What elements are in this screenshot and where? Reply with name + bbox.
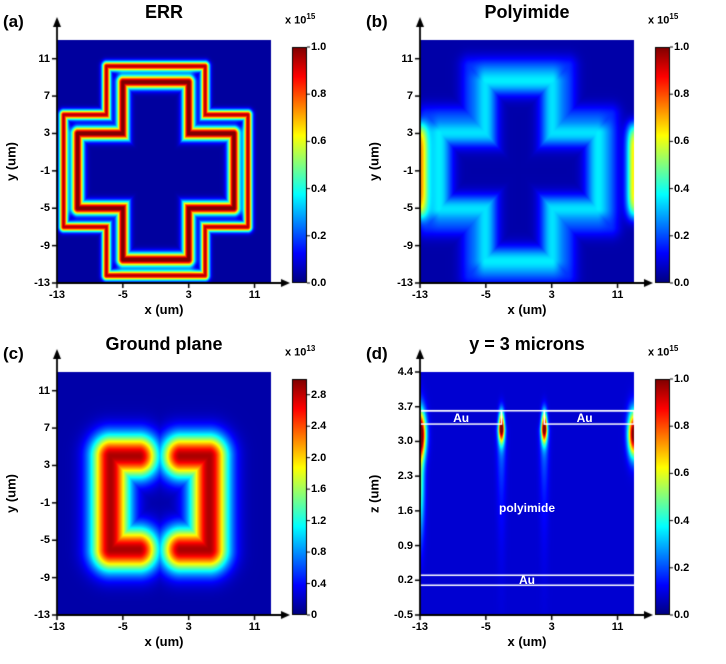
x-axis-label: x (um) xyxy=(144,634,184,649)
panel-title-c: Ground plane xyxy=(105,334,223,354)
colorbar-scale-prefix: x 10 xyxy=(648,14,670,27)
colorbar-scale-prefix: x 10 xyxy=(285,14,307,27)
x-axis-label: x (um) xyxy=(507,302,547,317)
panel-c-heatmap-canvas xyxy=(0,332,363,664)
panel-a: (a) ERR x (um) y (um) x 1015 -13 -5 3 11 11… xyxy=(0,0,363,332)
panel-letter-a: (a) xyxy=(3,12,24,31)
panel-title-b: Polyimide xyxy=(484,2,570,22)
panel-d: (d) y = 3 microns x (um) z (um) x 1015 -… xyxy=(363,332,726,664)
colorbar-scale-label: x 1013 xyxy=(285,344,315,359)
panel-c: (c) Ground plane x (um) y (um) x 1013 -1… xyxy=(0,332,363,664)
colorbar-scale-prefix: x 10 xyxy=(648,346,670,359)
colorbar-scale-label: x 1015 xyxy=(648,12,678,27)
colorbar-scale-exponent: 15 xyxy=(669,12,679,21)
z-axis-label: z (um) xyxy=(366,474,382,513)
panel-title-a: ERR xyxy=(144,2,183,22)
colorbar-scale-prefix: x 10 xyxy=(285,346,307,359)
colorbar-scale-exponent: 15 xyxy=(669,344,679,353)
colorbar-scale-label: x 1015 xyxy=(648,344,678,359)
panel-a-heatmap-canvas xyxy=(0,0,363,332)
panel-title-d: y = 3 microns xyxy=(469,334,585,354)
x-axis-label: x (um) xyxy=(144,302,184,317)
panel-b: (b) Polyimide x (um) y (um) x 1015 -13 -5… xyxy=(363,0,726,332)
colorbar-scale-exponent: 15 xyxy=(306,12,316,21)
y-axis-label: y (um) xyxy=(3,474,19,513)
panel-letter-c: (c) xyxy=(3,344,24,363)
panel-d-heatmap-canvas xyxy=(363,332,726,664)
panel-b-heatmap-canvas xyxy=(363,0,726,332)
panel-letter-b: (b) xyxy=(366,12,388,31)
colorbar-scale-exponent: 13 xyxy=(306,344,316,353)
y-axis-label: y (um) xyxy=(366,142,382,181)
panel-letter-d: (d) xyxy=(366,344,388,363)
x-axis-label: x (um) xyxy=(507,634,547,649)
y-axis-label: y (um) xyxy=(3,142,19,181)
colorbar-scale-label: x 1015 xyxy=(285,12,315,27)
